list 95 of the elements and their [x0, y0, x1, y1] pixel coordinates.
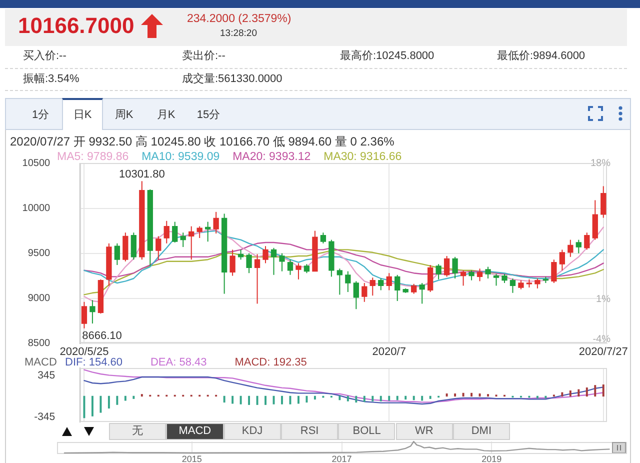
text: 1分	[32, 109, 50, 123]
y-tick-label: 8500	[28, 338, 51, 350]
text: WR	[414, 424, 434, 438]
candlestick	[394, 274, 400, 302]
text: MA5: 9789.86	[57, 151, 129, 164]
candlestick	[493, 274, 500, 286]
candlestick	[164, 220, 170, 244]
candlestick	[114, 242, 120, 266]
text: 月K	[156, 109, 176, 123]
text: KDJ	[242, 424, 263, 438]
candlestick	[287, 259, 294, 276]
candlestick	[436, 264, 442, 280]
candlestick	[485, 266, 491, 279]
text: 周K	[114, 109, 134, 123]
text: 无	[132, 424, 144, 438]
candlestick	[196, 226, 202, 238]
x-tick-label: 2015	[182, 454, 202, 463]
candlestick	[370, 277, 376, 296]
y-tick-label: -345	[34, 410, 56, 423]
text: RSI	[300, 424, 319, 438]
chart-title: MACD	[24, 356, 57, 369]
x-tick-label: 2020/7/27	[578, 346, 628, 358]
annotation: 10301.80	[118, 168, 165, 181]
chart-subtitle: 2020/07/27 开 9932.50 高 10245.80 收 10166.70 低 9894.60 量 0 2.36%	[10, 134, 395, 148]
text: 买入价:--	[23, 50, 66, 64]
candlestick	[262, 246, 268, 264]
candlestick	[345, 270, 351, 292]
candlestick	[419, 282, 425, 304]
candlestick	[551, 259, 557, 284]
y2-tick-label: 1%	[596, 294, 611, 306]
candlestick	[378, 278, 384, 291]
candlestick	[320, 232, 326, 244]
candlestick	[568, 239, 574, 258]
text: 日K	[73, 109, 92, 123]
x-tick-label: 2020/5/25	[60, 346, 109, 358]
candlestick	[559, 249, 566, 271]
candlestick	[584, 232, 590, 250]
candlestick	[156, 236, 162, 260]
y-tick-label: 9500	[28, 248, 51, 260]
annotation: 8666.10	[82, 330, 122, 342]
text: MA30: 9316.66	[324, 151, 402, 164]
text: 最高价:10245.8000	[340, 50, 434, 64]
y-tick-label: 345	[38, 369, 56, 382]
candlestick	[510, 278, 516, 294]
y-tick-label: 10000	[22, 203, 51, 214]
text: 234.2000 (2.3579%)	[187, 13, 292, 27]
candlestick	[600, 186, 606, 218]
candlestick	[460, 270, 466, 286]
text: 最低价:9894.6000	[497, 50, 586, 64]
candlestick	[444, 256, 450, 278]
candlestick	[296, 262, 302, 280]
y-tick-label: 9000	[28, 293, 51, 304]
text: 成交量:561330.0000	[182, 73, 282, 87]
candlestick	[336, 268, 343, 296]
candlestick	[130, 232, 136, 260]
y-tick-label: 10500	[22, 158, 51, 170]
candlestick	[188, 226, 194, 260]
candlestick	[205, 221, 211, 242]
candlestick	[427, 264, 434, 292]
series-label: DEA: 58.43	[150, 356, 207, 369]
text: MACD	[178, 424, 212, 438]
candlestick	[81, 301, 88, 329]
x-tick-label: 2017	[332, 454, 352, 463]
text: BOLL	[352, 424, 381, 438]
candlestick	[411, 283, 417, 294]
candlestick	[172, 221, 178, 243]
candlestick	[468, 270, 474, 281]
candlestick	[362, 282, 368, 302]
text: 15分	[196, 109, 220, 123]
y2-tick-label: -4%	[592, 334, 611, 346]
text: MACD: 192.35	[234, 356, 307, 369]
candlestick	[246, 252, 252, 274]
text: MA10: 9539.09	[142, 151, 220, 164]
x-tick-label: 2020/7	[372, 346, 406, 358]
text: 13:28:20	[220, 28, 257, 40]
candlestick	[576, 239, 582, 254]
candlestick	[230, 249, 236, 276]
text: 振幅:3.54%	[23, 73, 80, 87]
text: 10166.7000	[18, 12, 134, 40]
candlestick	[180, 232, 186, 248]
text: 卖出价:--	[182, 50, 226, 64]
candlestick	[476, 268, 483, 282]
candlestick	[213, 211, 219, 234]
text: DMI	[471, 424, 492, 438]
candlestick	[90, 300, 96, 324]
series-label: DIF: 154.60	[65, 356, 122, 369]
candlestick	[353, 280, 359, 310]
x-tick-label: 2019	[482, 454, 502, 463]
candlestick	[452, 256, 458, 279]
candlestick	[386, 272, 392, 291]
candlestick	[270, 247, 277, 276]
text: MA20: 9393.12	[232, 151, 311, 164]
candlestick	[254, 254, 260, 304]
candlestick	[279, 252, 285, 272]
candlestick	[534, 278, 540, 289]
